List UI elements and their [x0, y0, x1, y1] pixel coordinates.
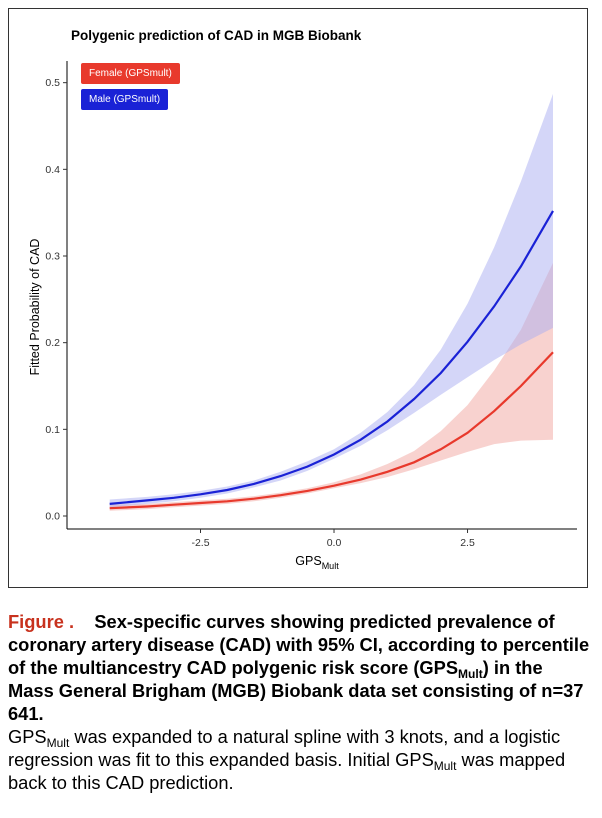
caption-body-part1: was expanded to a natural spline with 3 … — [8, 726, 561, 770]
caption-body-part2: was mapped back to this CAD prediction. — [8, 749, 566, 793]
caption-title-part1: Sex-specific curves showing predicted pr… — [8, 611, 590, 678]
x-axis-label: GPSMult — [295, 554, 339, 571]
caption-title-sub: Mult — [458, 667, 483, 681]
chart-title: Polygenic prediction of CAD in MGB Bioba… — [71, 28, 362, 43]
y-tick-label: 0.0 — [45, 511, 60, 523]
legend-female: Female (GPSmult) — [81, 63, 180, 84]
y-tick-label: 0.3 — [45, 251, 60, 263]
caption-body-gps: GPS — [8, 726, 47, 747]
series-line-male — [109, 210, 554, 505]
y-axis-label: Fitted Probability of CAD — [28, 239, 42, 376]
chart-svg: 0.0 0.1 0.2 0.3 0.4 0.5 -2.5 0.0 2.5 Polygenic p… — [28, 28, 577, 571]
x-tick-label: 2.5 — [460, 537, 475, 549]
figure-caption: Figure . Sex-specific curves showing pre… — [8, 610, 592, 794]
caption-body-sub1: Mult — [46, 736, 70, 750]
legend-male: Male (GPSmult) — [81, 89, 169, 110]
caption-body: GPSMult was expanded to a natural spline… — [8, 726, 565, 793]
y-tick-label: 0.2 — [45, 337, 60, 349]
x-axis-label-sub: Mult — [322, 561, 340, 571]
caption-title: Sex-specific curves showing predicted pr… — [8, 611, 589, 724]
y-tick-label: 0.4 — [45, 164, 60, 176]
x-tick-label: -2.5 — [191, 537, 209, 549]
figure-panel: 0.0 0.1 0.2 0.3 0.4 0.5 -2.5 0.0 2.5 Polygenic p… — [8, 8, 588, 588]
figure-label: Figure . — [8, 611, 75, 632]
caption-title-part2: ) in the Mass General Brigham (MGB) Biob… — [8, 657, 588, 724]
x-tick-label: 0.0 — [327, 537, 342, 549]
x-axis-label-main: GPS — [295, 554, 321, 568]
y-tick-label: 0.1 — [45, 424, 60, 436]
series-line-female — [109, 351, 554, 510]
caption-body-sub2: Mult — [433, 759, 457, 773]
y-tick-label: 0.5 — [45, 77, 60, 89]
